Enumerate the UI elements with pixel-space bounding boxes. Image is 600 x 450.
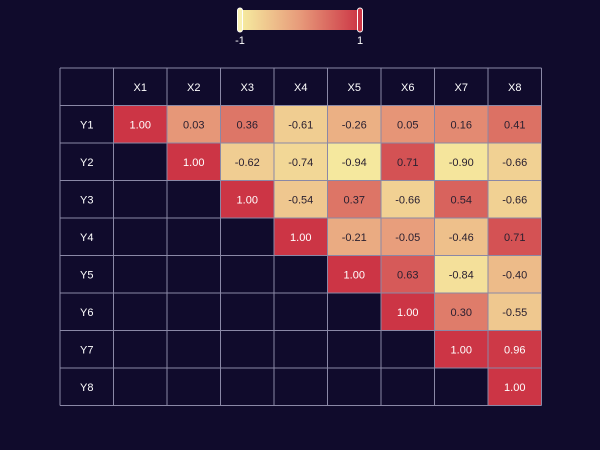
cell-value-label: 0.63 (397, 269, 418, 281)
row-label: Y2 (80, 157, 93, 169)
heatmap-cell (327, 143, 381, 181)
row-label: Y7 (80, 344, 93, 356)
heatmap-cell (488, 218, 542, 256)
heatmap-cell (488, 143, 542, 181)
heatmap-cell (381, 143, 435, 181)
heatmap-cell (274, 218, 328, 256)
row-label: Y8 (80, 382, 93, 394)
heatmap-cell (488, 255, 542, 293)
cell-value-label: -0.90 (449, 157, 474, 169)
cell-value-label: 1.00 (183, 157, 204, 169)
heatmap-cell (274, 180, 328, 218)
cell-value-label: 0.16 (451, 119, 472, 131)
row-label: Y6 (80, 307, 93, 319)
heatmap-cell (327, 218, 381, 256)
column-label: X7 (455, 82, 468, 94)
cell-value-label: 1.00 (504, 382, 525, 394)
column-label: X1 (134, 82, 147, 94)
cell-value-label: 0.37 (344, 194, 365, 206)
heatmap-cell (220, 180, 274, 218)
heatmap-cell (488, 293, 542, 331)
cell-value-label: -0.21 (342, 232, 367, 244)
heatmap-cell (434, 180, 488, 218)
heatmap-cell (220, 143, 274, 181)
heatmap-cell (488, 180, 542, 218)
heatmap-cell (327, 180, 381, 218)
cell-value-label: 0.30 (451, 307, 472, 319)
cell-value-label: 1.00 (237, 194, 258, 206)
cell-value-label: -0.94 (342, 157, 367, 169)
heatmap-cell (381, 255, 435, 293)
colorbar-bar (240, 10, 360, 30)
row-label: Y5 (80, 269, 93, 281)
colorbar-min-handle (237, 7, 243, 33)
cell-value-label: 1.00 (451, 344, 472, 356)
heatmap-cell (434, 105, 488, 143)
cell-value-label: -0.46 (449, 232, 474, 244)
heatmap-cell (167, 105, 221, 143)
cell-value-label: -0.40 (502, 269, 527, 281)
cell-value-label: 0.71 (504, 232, 525, 244)
heatmap-cell (381, 180, 435, 218)
heatmap-cell (220, 105, 274, 143)
heatmap-cell (488, 368, 542, 406)
heatmap-cell (167, 143, 221, 181)
cell-value-label: 1.00 (130, 119, 151, 131)
cell-value-label: 0.54 (451, 194, 472, 206)
cell-value-label: 0.03 (183, 119, 204, 131)
column-label: X6 (401, 82, 414, 94)
heatmap-cell (381, 105, 435, 143)
cell-value-label: 0.41 (504, 119, 525, 131)
heatmap-grid (59, 67, 542, 406)
cell-value-label: -0.66 (502, 194, 527, 206)
heatmap-labels: X1 X2 X3 X4 X5 X6 X7 X8 Y1 Y2 Y3 Y4 Y5 Y6 Y7 Y8 (80, 82, 521, 394)
heatmap-cell (434, 293, 488, 331)
cell-value-label: -0.61 (288, 119, 313, 131)
row-label: Y4 (80, 232, 93, 244)
cell-value-label: 0.96 (504, 344, 525, 356)
cell-value-label: -0.62 (235, 157, 260, 169)
colorbar-max-handle (357, 7, 363, 33)
heatmap-cell (381, 218, 435, 256)
column-label: X5 (348, 82, 361, 94)
colorbar-min-label: -1 (235, 35, 245, 47)
cell-value-label: -0.05 (395, 232, 420, 244)
heatmap-cell (434, 218, 488, 256)
heatmap-cell (488, 330, 542, 368)
cell-value-label: 0.05 (397, 119, 418, 131)
cell-value-label: -0.74 (288, 157, 313, 169)
cell-value-label: 0.36 (237, 119, 258, 131)
heatmap-cell (381, 293, 435, 331)
heatmap-cell (434, 330, 488, 368)
row-label: Y3 (80, 194, 93, 206)
column-label: X4 (294, 82, 307, 94)
column-label: X2 (187, 82, 200, 94)
heatmap-cell (274, 143, 328, 181)
heatmap-cell (488, 105, 542, 143)
heatmap-cells: 1.00 0.03 0.36 -0.61 -0.26 0.05 0.16 0.41 1.00 -0… (113, 105, 542, 406)
row-label: Y1 (80, 119, 93, 131)
colorbar-max-label: 1 (357, 35, 363, 47)
column-label: X8 (508, 82, 521, 94)
heatmap-cell (327, 255, 381, 293)
heatmap-cell (434, 255, 488, 293)
heatmap-cell (274, 105, 328, 143)
cell-value-label: -0.26 (342, 119, 367, 131)
heatmap-cell (327, 105, 381, 143)
cell-value-label: 1.00 (397, 307, 418, 319)
heatmap-cell (434, 143, 488, 181)
cell-value-label: 0.71 (397, 157, 418, 169)
cell-value-label: -0.66 (502, 157, 527, 169)
colorbar: -1 1 (235, 7, 363, 47)
cell-value-label: -0.54 (288, 194, 313, 206)
heatmap-cell (113, 105, 167, 143)
cell-value-label: 1.00 (344, 269, 365, 281)
cell-value-label: 1.00 (290, 232, 311, 244)
cell-value-label: -0.84 (449, 269, 474, 281)
cell-value-label: -0.55 (502, 307, 527, 319)
cell-value-label: -0.66 (395, 194, 420, 206)
column-label: X3 (241, 82, 254, 94)
